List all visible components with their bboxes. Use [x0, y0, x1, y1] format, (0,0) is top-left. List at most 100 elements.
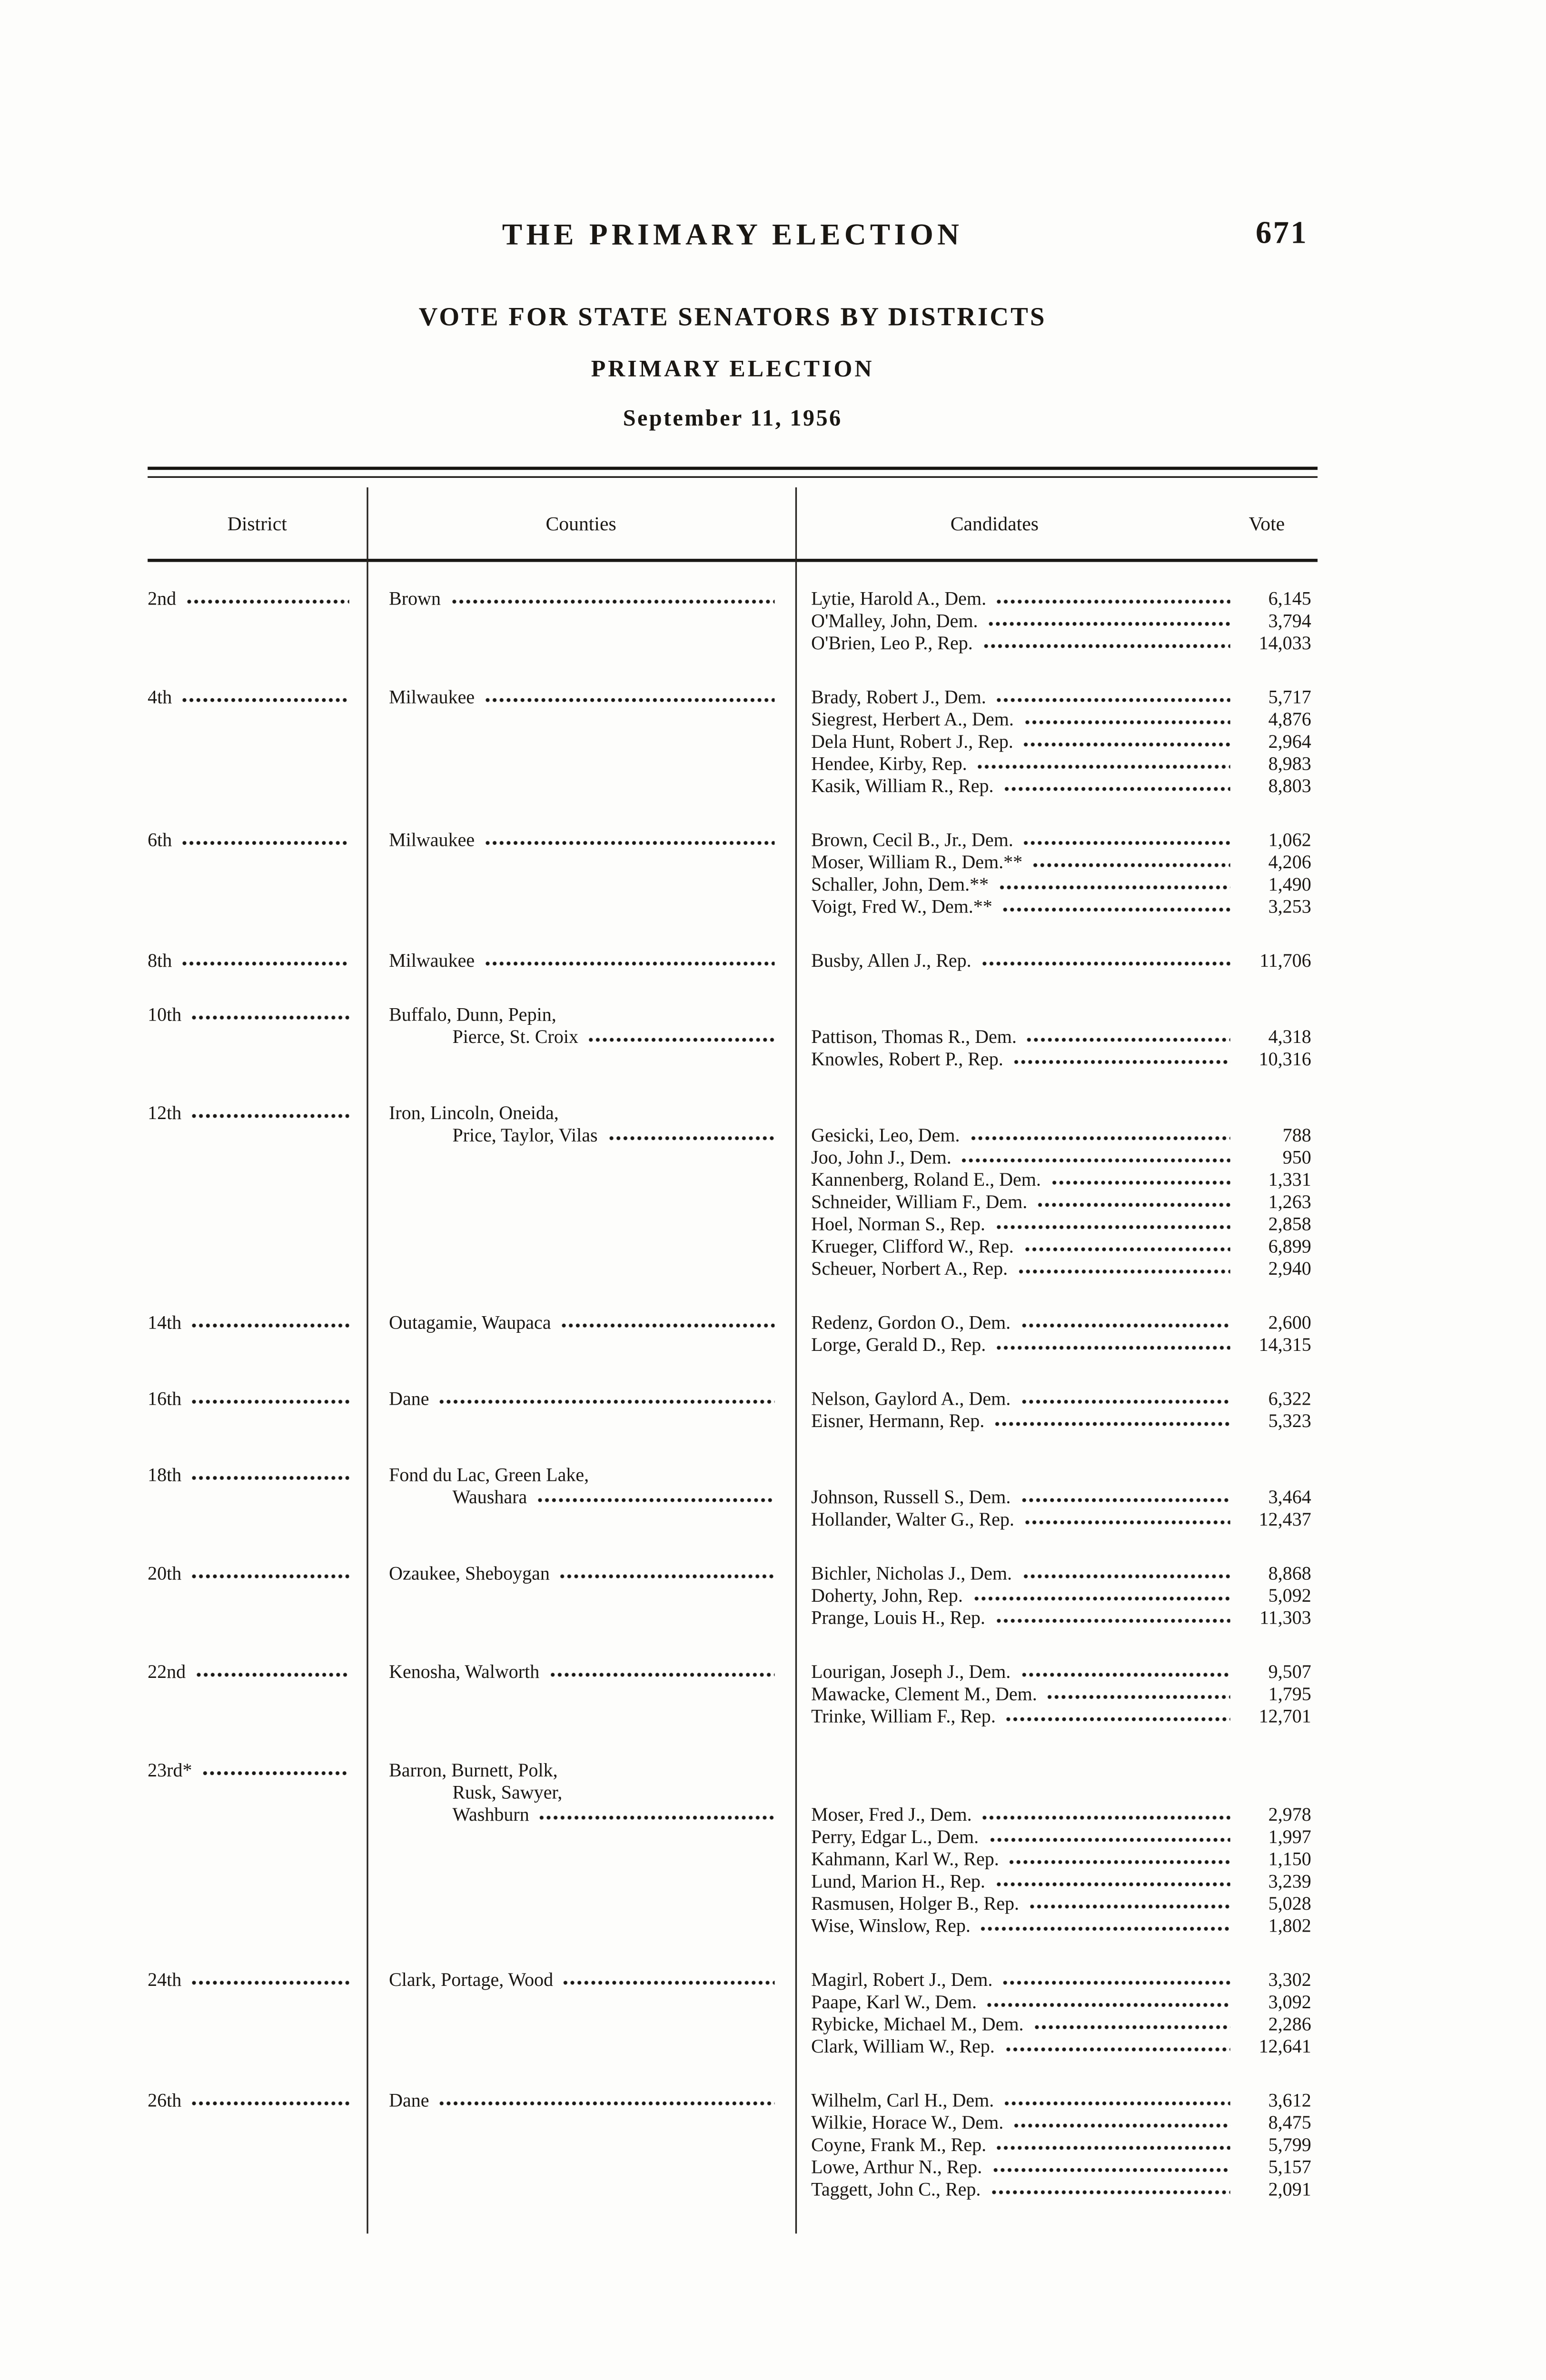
candidate-name: Schaller, John, Dem.** — [811, 872, 989, 895]
candidates-cell: Johnson, Russell S., Dem. 3,464 Hollander,… — [795, 1463, 1318, 1529]
vote-value: 4,318 — [1268, 1024, 1311, 1047]
vote-value: 12,701 — [1259, 1704, 1311, 1726]
candidate-name: Lytie, Harold A., Dem. — [811, 586, 987, 609]
candidate-name: Rybicke, Michael M., Dem. — [811, 2012, 1024, 2034]
vote-value: 3,239 — [1268, 1869, 1311, 1892]
dotted-leader — [1021, 1570, 1230, 1580]
district-cell: 14th — [148, 1310, 367, 1355]
dotted-leader — [1017, 1266, 1230, 1276]
counties-cell: Dane — [367, 1387, 795, 1431]
counties-cell: Buffalo, Dunn, Pepin, Pierce, St. Croix — [367, 1002, 795, 1069]
dotted-leader — [995, 694, 1230, 704]
table-header-row: District Counties Candidates Vote — [148, 477, 1318, 561]
dotted-leader — [191, 1320, 349, 1330]
vote-value: 2,286 — [1268, 2012, 1311, 2034]
dotted-leader — [972, 1593, 1230, 1603]
dotted-leader — [980, 1923, 1230, 1933]
county-name: Milwaukee — [389, 685, 475, 707]
county-name: Price, Taylor, Vilas — [452, 1123, 598, 1146]
candidates-cell: Brown, Cecil B., Jr., Dem. 1,062 Moser, Wi… — [795, 828, 1318, 917]
dotted-leader — [181, 837, 349, 847]
vote-value: 5,157 — [1268, 2155, 1311, 2177]
candidate-name: Nelson, Gaylord A., Dem. — [811, 1387, 1011, 1409]
vote-value: 3,794 — [1268, 608, 1311, 631]
dotted-leader — [990, 2186, 1230, 2196]
dotted-leader — [1046, 1691, 1230, 1701]
candidate-name: Mawacke, Clement M., Dem. — [811, 1682, 1037, 1705]
table-row: 2nd Brown Lytie, Harold A., Dem. 6,145 O'Mal… — [148, 586, 1318, 653]
candidates-cell: Nelson, Gaylord A., Dem. 6,322 Eisner, Her… — [795, 1387, 1318, 1431]
county-name: Buffalo, Dunn, Pepin, — [389, 1002, 556, 1025]
dotted-leader — [1013, 2120, 1230, 2130]
district-label: 26th — [148, 2088, 182, 2111]
table-row: 8th Milwaukee Busby, Allen J., Rep. 11,706 — [148, 949, 1318, 971]
dotted-leader — [484, 694, 775, 704]
candidate-name: O'Malley, John, Dem. — [811, 608, 978, 631]
candidates-cell: Lytie, Harold A., Dem. 6,145 O'Malley, Joh… — [795, 586, 1318, 653]
dotted-leader — [969, 1132, 1230, 1142]
district-cell: 12th — [148, 1101, 367, 1279]
dotted-leader — [1005, 1714, 1230, 1724]
vote-value: 5,323 — [1268, 1408, 1311, 1431]
dotted-leader — [1020, 1494, 1230, 1504]
dotted-leader — [996, 2142, 1230, 2152]
candidate-name: Lorge, Gerald D., Rep. — [811, 1332, 986, 1355]
district-cell: 24th — [148, 1968, 367, 2057]
candidate-name: Wilkie, Horace W., Dem. — [811, 2110, 1004, 2133]
candidate-name: Pattison, Thomas R., Dem. — [811, 1024, 1017, 1047]
dotted-leader — [450, 596, 775, 606]
dotted-leader — [981, 958, 1230, 968]
vote-value: 8,868 — [1268, 1561, 1311, 1584]
vote-value: 8,475 — [1268, 2110, 1311, 2133]
dotted-leader — [961, 1155, 1230, 1165]
dotted-leader — [994, 1878, 1230, 1888]
dotted-leader — [1004, 2043, 1230, 2053]
county-name: Dane — [389, 2088, 429, 2111]
counties-cell: Clark, Portage, Wood — [367, 1968, 795, 2057]
candidates-cell: Lourigan, Joseph J., Dem. 9,507 Mawacke, C… — [795, 1660, 1318, 1726]
candidate-name: Coyne, Frank M., Rep. — [811, 2132, 987, 2155]
counties-cell: Dane — [367, 2088, 795, 2199]
vote-value: 5,028 — [1268, 1891, 1311, 1914]
dotted-leader — [1008, 1856, 1230, 1866]
vote-value: 1,997 — [1268, 1825, 1311, 1847]
county-name: Barron, Burnett, Polk, — [389, 1758, 558, 1781]
candidate-name: Lowe, Arthur N., Rep. — [811, 2155, 982, 2177]
vote-value: 1,263 — [1268, 1190, 1311, 1212]
table-title: VOTE FOR STATE SENATORS BY DISTRICTS — [418, 301, 1047, 332]
vote-value: 1,150 — [1268, 1847, 1311, 1869]
candidate-name: Moser, William R., Dem.** — [811, 850, 1023, 873]
column-rule-district-counties — [366, 487, 369, 2234]
candidates-cell: Bichler, Nicholas J., Dem. 8,868 Doherty, … — [795, 1561, 1318, 1628]
vote-value: 12,437 — [1259, 1507, 1311, 1530]
district-cell: 10th — [148, 1002, 367, 1069]
table-row: 10th Buffalo, Dunn, Pepin, Pierce, St. Cro… — [148, 1002, 1318, 1069]
candidate-name: Trinke, William F., Rep. — [811, 1704, 996, 1726]
county-name: Rusk, Sawyer, — [452, 1780, 563, 1803]
candidate-name: Rasmusen, Holger B., Rep. — [811, 1891, 1020, 1914]
candidate-name: Eisner, Hermann, Rep. — [811, 1408, 985, 1431]
district-label: 24th — [148, 1967, 182, 1990]
dotted-leader — [191, 1472, 349, 1482]
district-label: 10th — [148, 1002, 182, 1025]
page-header: THE PRIMARY ELECTION 671 — [148, 216, 1318, 254]
dotted-leader — [1020, 1396, 1230, 1406]
counties-cell: Barron, Burnett, Polk, Rusk, Sawyer, Washb… — [367, 1758, 795, 1936]
dotted-leader — [1037, 1199, 1230, 1209]
candidate-name: Hendee, Kirby, Rep. — [811, 752, 967, 774]
candidate-name: Kasik, William R., Rep. — [811, 774, 994, 796]
candidates-cell: Magirl, Robert J., Dem. 3,302 Paape, Karl … — [795, 1968, 1318, 2057]
candidate-name: Hollander, Walter G., Rep. — [811, 1507, 1014, 1530]
vote-value: 8,803 — [1268, 774, 1311, 796]
vote-value: 2,964 — [1268, 729, 1311, 752]
county-name: Kenosha, Walworth — [389, 1659, 540, 1682]
district-cell: 18th — [148, 1463, 367, 1529]
candidate-name: Kannenberg, Roland E., Dem. — [811, 1167, 1041, 1190]
vote-value: 2,091 — [1268, 2177, 1311, 2200]
table-row: 22nd Kenosha, Walworth Lourigan, Joseph J.… — [148, 1660, 1318, 1726]
district-cell: 20th — [148, 1561, 367, 1628]
county-name: Iron, Lincoln, Oneida, — [389, 1101, 559, 1123]
dotted-leader — [1029, 1901, 1230, 1911]
table-row: 16th Dane Nelson, Gaylord A., Dem. 6,322 Eis… — [148, 1387, 1318, 1431]
